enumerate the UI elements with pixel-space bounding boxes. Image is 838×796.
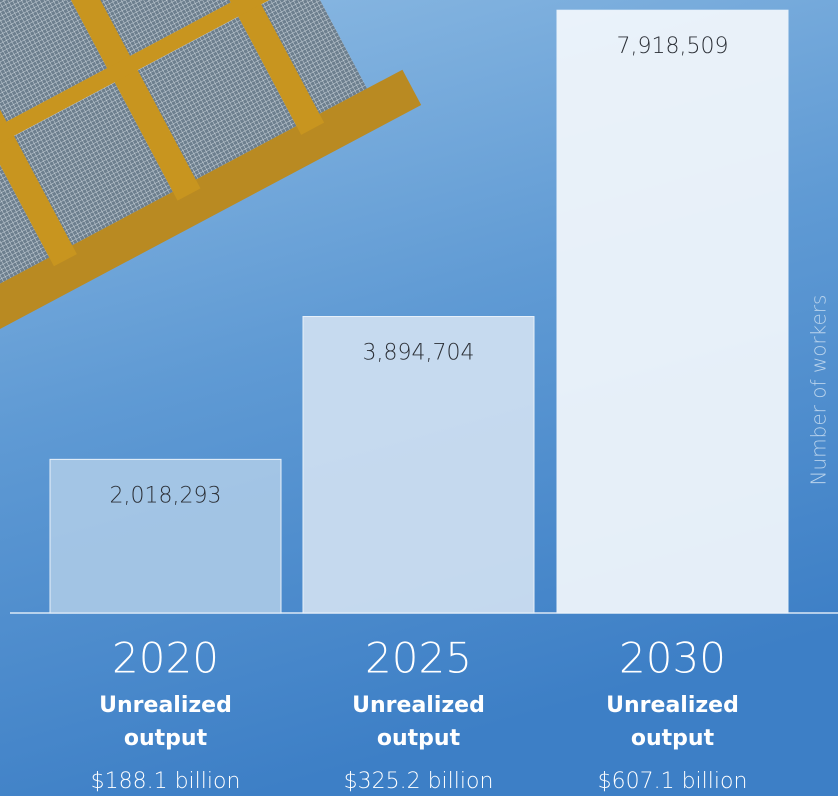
output-heading: Unrealized output: [352, 693, 485, 751]
bar: [556, 9, 789, 614]
value-label: 2,018,293: [110, 483, 222, 508]
bar: [49, 458, 282, 614]
x-tick-label: 2025: [365, 634, 472, 683]
y-axis-label: Number of workers: [807, 295, 831, 486]
x-tick-label: 2020: [112, 634, 219, 683]
output-value: $188.1 billion: [91, 769, 241, 794]
bar: [302, 316, 535, 614]
output-value: $607.1 billion: [598, 769, 748, 794]
value-label: 7,918,509: [617, 34, 729, 59]
output-heading: Unrealized output: [606, 693, 739, 751]
output-value: $325.2 billion: [344, 769, 494, 794]
output-heading: Unrealized output: [99, 693, 232, 751]
crane-decoration: [0, 0, 422, 350]
value-label: 3,894,704: [363, 341, 475, 366]
x-tick-label: 2030: [619, 634, 726, 683]
